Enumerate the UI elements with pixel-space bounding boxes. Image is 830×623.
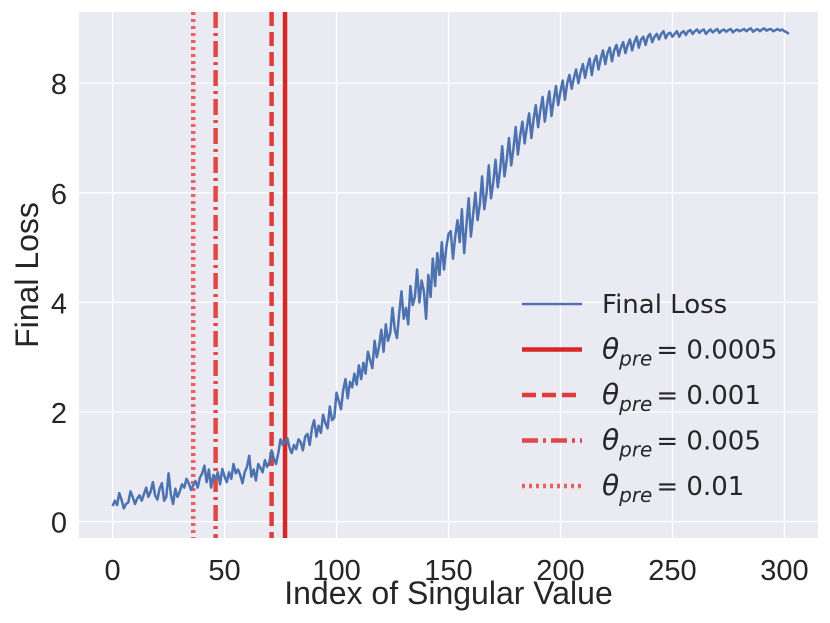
legend-label: θpre = 0.01 xyxy=(602,469,744,507)
threshold-lines xyxy=(190,12,288,538)
x-axis-label: Index of Singular Value xyxy=(284,575,613,611)
y-tick-label: 4 xyxy=(51,288,67,320)
x-tick-label: 300 xyxy=(760,555,808,587)
y-tick-label: 2 xyxy=(51,398,67,430)
y-axis-label: Final Loss xyxy=(9,202,45,348)
legend-label: θpre = 0.005 xyxy=(602,424,761,462)
x-tick-label: 200 xyxy=(536,555,584,587)
legend-item: θpre = 0.001 xyxy=(522,378,761,416)
x-axis-ticks: 0 50 100 150 200 250 300 xyxy=(105,555,809,587)
series-line-final-loss xyxy=(111,27,790,510)
grid xyxy=(79,12,818,538)
y-tick-label: 8 xyxy=(51,69,67,101)
legend-item: Final Loss xyxy=(522,290,727,320)
legend-item: θpre = 0.005 xyxy=(522,424,761,462)
legend: Final Loss θpre = 0.0005 θpre = 0.001 θpre = 0… xyxy=(522,290,777,507)
x-tick-label: 0 xyxy=(105,555,121,587)
y-axis-ticks: 0 2 4 6 8 xyxy=(51,69,67,539)
y-tick-label: 6 xyxy=(51,179,67,211)
y-tick-label: 0 xyxy=(51,508,67,540)
legend-item: θpre = 0.0005 xyxy=(522,333,777,371)
legend-label: Final Loss xyxy=(602,290,727,320)
legend-item: θpre = 0.01 xyxy=(522,469,744,507)
legend-label: θpre = 0.001 xyxy=(602,378,761,416)
x-tick-label: 50 xyxy=(208,555,240,587)
x-tick-label: 150 xyxy=(424,555,472,587)
series-group xyxy=(111,27,790,510)
x-tick-label: 100 xyxy=(312,555,360,587)
legend-label: θpre = 0.0005 xyxy=(602,333,777,371)
x-tick-label: 250 xyxy=(648,555,696,587)
